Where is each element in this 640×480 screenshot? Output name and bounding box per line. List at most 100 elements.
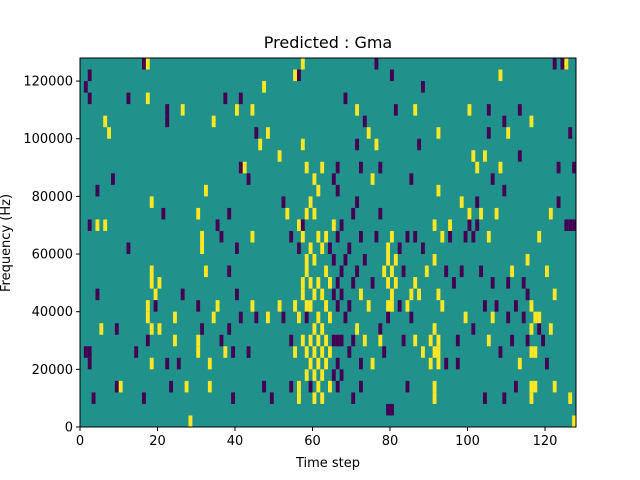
heatmap-cell: [378, 334, 383, 347]
heatmap-cell: [486, 230, 491, 243]
heatmap-cell: [145, 311, 150, 324]
heatmap-cell: [297, 311, 301, 324]
heatmap-cell: [335, 277, 340, 289]
heatmap-cell: [448, 219, 453, 231]
y-tick-label: 80000: [32, 190, 73, 205]
heatmap-cell: [293, 300, 298, 312]
heatmap-cell: [204, 184, 208, 197]
heatmap-cell: [304, 369, 309, 381]
heatmap-cell: [316, 184, 321, 197]
heatmap-cell: [366, 300, 371, 312]
heatmap-cell: [126, 242, 131, 255]
heatmap-cell: [300, 219, 305, 231]
heatmap-cell: [393, 104, 398, 116]
heatmap-cell: [498, 346, 503, 358]
heatmap-cell: [165, 357, 170, 370]
heatmap-cell: [250, 300, 255, 312]
heatmap-cell: [498, 161, 503, 174]
heatmap-cell: [483, 150, 487, 162]
heatmap-cell: [238, 161, 243, 174]
heatmap-cell: [432, 392, 437, 404]
heatmap-cell: [475, 161, 480, 174]
heatmap-cell: [355, 323, 360, 335]
heatmap-cell: [390, 230, 394, 243]
heatmap-cell: [246, 346, 251, 358]
heatmap-cell: [510, 265, 515, 278]
heatmap-cell: [444, 265, 449, 278]
heatmap-cell: [335, 380, 340, 393]
heatmap-cell: [459, 196, 464, 208]
heatmap-cell: [204, 265, 208, 278]
heatmap-cell: [529, 323, 534, 335]
heatmap-cell: [149, 323, 154, 335]
heatmap-cell: [304, 265, 309, 278]
heatmap-cell: [250, 230, 255, 243]
heatmap-cell: [331, 173, 336, 185]
heatmap-cell: [153, 288, 158, 301]
heatmap-cell: [436, 346, 441, 358]
heatmap-cell: [409, 311, 414, 324]
heatmap-cell: [517, 104, 522, 116]
heatmap-cell: [227, 207, 232, 220]
x-tick-label: 20: [149, 434, 166, 449]
heatmap-cell: [378, 323, 383, 335]
heatmap-cell: [281, 196, 286, 208]
heatmap-cell: [475, 219, 480, 231]
heatmap-cell: [207, 357, 212, 370]
heatmap-cell: [254, 311, 259, 324]
heatmap-cell: [552, 380, 557, 393]
heatmap-cell: [200, 242, 205, 255]
heatmap-cell: [343, 311, 348, 324]
heatmap-cell: [308, 196, 313, 208]
heatmap-cell: [405, 300, 410, 312]
heatmap-cell: [196, 207, 201, 220]
heatmap-cell: [91, 392, 96, 404]
heatmap-cell: [173, 334, 177, 347]
heatmap-cell: [432, 346, 437, 358]
heatmap-cell: [521, 311, 526, 324]
heatmap-cell: [448, 230, 453, 243]
heatmap-cell: [331, 334, 336, 347]
heatmap-cell: [308, 380, 313, 393]
heatmap-cell: [126, 92, 131, 105]
heatmap-cell: [308, 242, 313, 255]
heatmap-cell: [355, 196, 360, 208]
x-tick-label: 40: [227, 434, 244, 449]
heatmap-cell: [328, 242, 332, 255]
heatmap-cell: [300, 334, 305, 347]
heatmap-cell: [564, 219, 569, 231]
heatmap-cell: [157, 277, 162, 289]
heatmap-cell: [207, 380, 212, 393]
heatmap-cell: [145, 334, 150, 347]
heatmap-cell: [231, 392, 236, 404]
heatmap-cell: [436, 288, 441, 301]
heatmap-cell: [300, 288, 305, 301]
heatmap-cell: [347, 346, 352, 358]
heatmap-cell: [421, 346, 425, 358]
heatmap-cell: [180, 288, 185, 301]
heatmap-cell: [118, 380, 123, 393]
heatmap-cell: [432, 323, 437, 335]
heatmap-cell: [246, 173, 251, 185]
heatmap-cell: [359, 380, 363, 393]
x-tick-label: 100: [455, 434, 480, 449]
heatmap-cell: [297, 69, 301, 82]
heatmap-cell: [320, 323, 325, 335]
heatmap-cell: [386, 311, 391, 324]
heatmap-cell: [235, 242, 239, 255]
heatmap-cell: [293, 346, 298, 358]
heatmap-cell: [444, 357, 449, 370]
heatmap-cell: [486, 334, 491, 347]
heatmap-cell: [262, 81, 267, 93]
heatmap-cell: [471, 150, 476, 162]
heatmap-cell: [145, 92, 150, 105]
heatmap-cell: [262, 380, 267, 393]
heatmap-cell: [258, 138, 263, 151]
heatmap-cell: [331, 219, 336, 231]
heatmap-cell: [111, 173, 115, 185]
heatmap-cell: [308, 357, 313, 370]
heatmap-cell: [506, 311, 511, 324]
heatmap-cell: [335, 230, 340, 243]
heatmap-cell: [432, 380, 437, 393]
heatmap-cell: [304, 207, 309, 220]
